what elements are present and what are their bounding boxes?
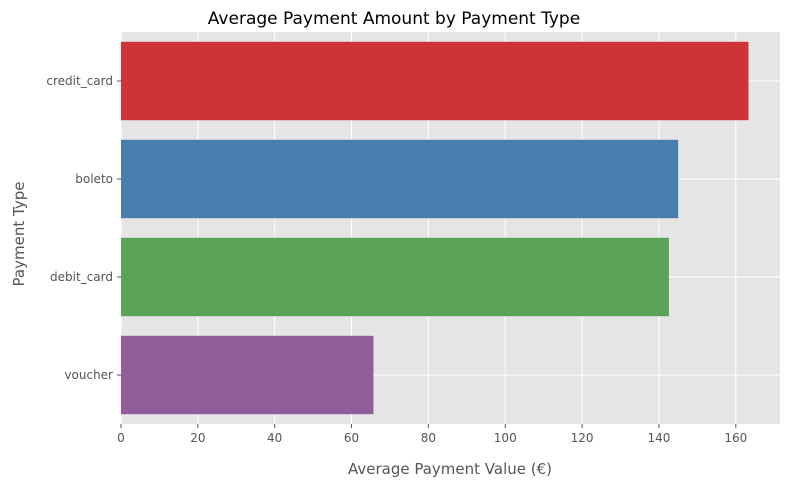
y-tick-label: credit_card [46, 74, 113, 88]
x-tick-label: 100 [494, 431, 517, 445]
x-tick-label: 0 [117, 431, 125, 445]
bar-boleto [121, 139, 679, 219]
x-tick-label: 80 [421, 431, 436, 445]
chart-title: Average Payment Amount by Payment Type [208, 9, 580, 29]
bar-credit-card [121, 41, 749, 121]
x-tick-label: 60 [344, 431, 359, 445]
x-tick-label: 160 [724, 431, 747, 445]
x-tick-label: 40 [267, 431, 282, 445]
x-tick-label: 20 [190, 431, 205, 445]
bars [121, 41, 749, 415]
y-tick-label: debit_card [50, 270, 113, 284]
y-axis-label: Payment Type [10, 182, 28, 287]
y-tick-label: voucher [64, 368, 113, 382]
y-tick-label: boleto [75, 172, 113, 186]
x-axis-ticks: 0 20 40 60 80 100 120 140 160 [117, 424, 747, 445]
x-tick-label: 120 [571, 431, 594, 445]
bar-debit-card [121, 237, 669, 317]
bar-voucher [121, 335, 374, 415]
x-tick-label: 140 [648, 431, 671, 445]
x-axis-label: Average Payment Value (€) [348, 460, 552, 478]
